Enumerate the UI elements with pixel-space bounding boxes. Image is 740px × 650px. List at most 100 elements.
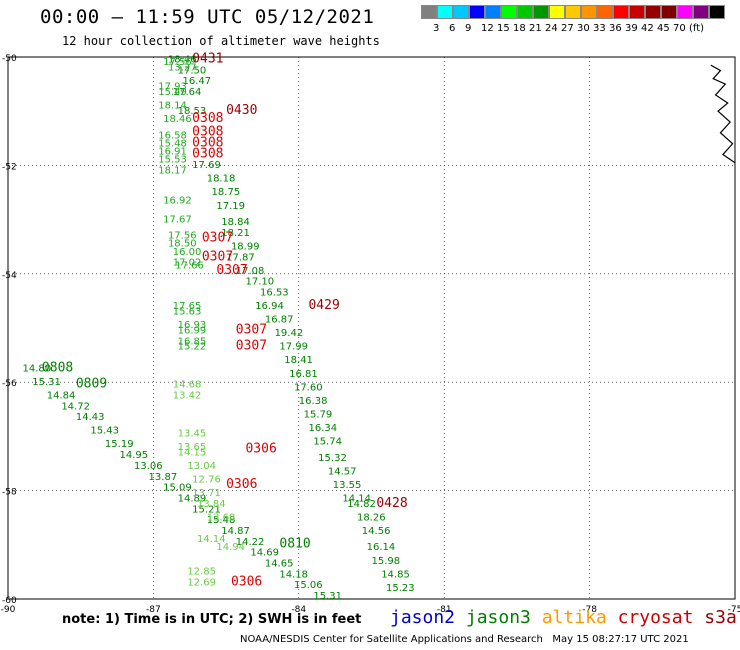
color-swatch [613,5,629,19]
data-point-label: 14.22 [236,537,265,548]
color-swatch [533,5,549,19]
time-label: 0429 [308,298,339,313]
time-label: 0808 [42,360,73,375]
footer-credit: NOAA/NESDIS Center for Satellite Applica… [240,634,689,645]
x-tick-label: -81 [437,605,452,615]
data-point-label: 15.49 [158,87,187,98]
color-scale-label: 6 [449,23,456,34]
data-point-label: 16.91 [158,147,187,158]
time-label: 0306 [245,442,276,457]
data-point-label: 13.04 [187,461,216,472]
data-point-label: 16.00 [173,247,202,258]
data-point-label: 14.85 [381,569,410,580]
data-point-label: 17.65 [173,301,202,312]
color-scale-label: 15 [497,23,510,34]
data-point-label: 18.84 [221,217,250,228]
color-scale-label: 45 [657,23,670,34]
data-point-label: 16.34 [308,423,337,434]
data-point-label: 17.02 [173,258,202,269]
satellite-legend: jason2 jason3 altika cryosat s3a [390,607,737,628]
data-point-label: 18.26 [357,512,386,523]
data-point-label: 13.55 [333,480,362,491]
data-point-label: 14.65 [265,558,294,569]
data-point-label: 12.76 [192,474,221,485]
color-swatch [437,5,453,19]
color-scale-label: 27 [561,23,574,34]
color-scale-label: 70 [673,23,686,34]
data-point-label: 17.19 [216,201,245,212]
data-point-label: 14.68 [173,380,202,391]
data-point-label: 18.75 [212,187,241,198]
x-tick-label: -87 [146,605,161,615]
data-point-label: 14.80 [23,363,52,374]
data-point-label: 13.27 [168,63,197,74]
color-swatch [453,5,469,19]
data-point-label: 17.10 [245,277,274,288]
chart-title: 00:00 — 11:59 UTC 05/12/2021 [40,6,375,28]
data-point-label: 18.50 [168,239,197,250]
color-scale-label: 42 [641,23,654,34]
time-label: 0308 [192,125,223,140]
data-point-label: 17.93 [158,82,187,93]
color-scale-label: 30 [577,23,590,34]
color-scale-label: 33 [593,23,606,34]
data-point-label: 13.42 [173,390,202,401]
data-point-label: 14.14 [197,534,226,545]
y-tick-label: -56 [2,379,17,389]
data-point-label: 14.82 [347,499,376,510]
data-point-label: 13.84 [197,499,226,510]
time-label: 0307 [202,249,233,264]
data-point-label: 13.87 [149,472,178,483]
data-point-label: 18.46 [168,54,197,65]
color-scale-label: (ft) [689,23,705,34]
data-point-label: 16.81 [289,369,318,380]
data-point-label: 15.23 [386,583,415,594]
coastline-shape [710,64,736,164]
y-tick-label: -58 [2,488,17,498]
color-swatch [645,5,661,19]
time-label: 0809 [76,377,107,392]
time-label: 0810 [279,537,310,552]
time-label: 0307 [202,230,233,245]
data-point-label: 12.85 [187,567,216,578]
data-point-label: 15.43 [90,426,119,437]
data-point-label: 18.21 [221,228,250,239]
color-swatch [597,5,613,19]
data-point-label: 15.19 [105,439,134,450]
data-point-label: 14.69 [250,548,279,559]
time-label: 0431 [192,51,223,66]
data-point-label: 16.94 [255,301,284,312]
data-point-label: 13.71 [192,488,221,499]
satellite-legend-item: jason2 [390,607,466,628]
time-label: 0308 [192,111,223,126]
data-point-label: 17.69 [192,160,221,171]
chart-subtitle: 12 hour collection of altimeter wave hei… [62,34,380,48]
data-point-label: 13.68 [207,512,236,523]
color-scale-label: 36 [609,23,622,34]
color-swatch [485,5,501,19]
data-point-label: 16.53 [260,287,289,298]
time-label: 0307 [236,322,267,337]
data-point-label: 14.57 [328,466,357,477]
x-tick-label: -78 [582,605,597,615]
data-point-label: 15.32 [318,453,347,464]
data-point-label: 17.56 [168,231,197,242]
time-label: 0306 [226,477,257,492]
data-point-label: 15.22 [178,342,207,353]
time-label: 0430 [226,103,257,118]
color-swatch [501,5,517,19]
color-swatch [469,5,485,19]
y-tick-label: -54 [2,271,17,281]
data-point-label: 17.66 [175,260,204,271]
color-scale-label: 24 [545,23,558,34]
data-point-label: 15.48 [158,138,187,149]
satellite-legend-item: cryosat [617,607,705,628]
data-point-label: 12.69 [187,577,216,588]
data-point-label: 16.99 [178,325,207,336]
data-point-label: 13.06 [134,461,163,472]
x-tick-label: -90 [1,605,16,615]
data-point-label: 13.65 [178,442,207,453]
chart-points: 18.4617.5016.4717.6418.5317.6918.1818.75… [23,54,415,602]
data-point-label: 14.14 [342,493,371,504]
data-point-label: 14.84 [47,390,76,401]
